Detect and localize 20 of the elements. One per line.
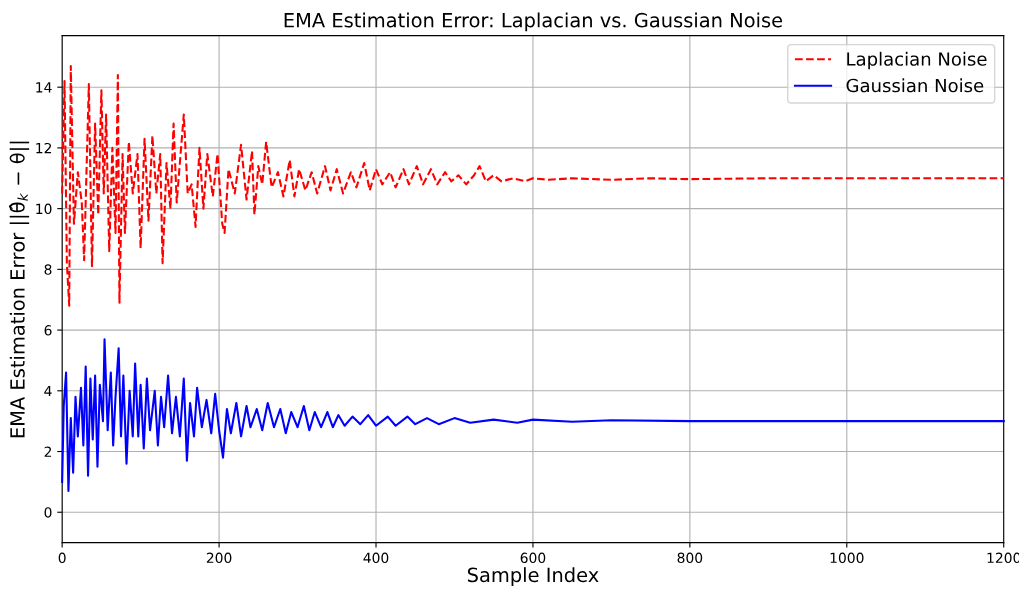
x-tick-label: 1000 [830,552,864,564]
legend-label: Laplacian Noise [847,51,987,70]
y-tick-label: 10 [36,203,52,215]
x-tick-label: 200 [206,552,232,564]
y-tick-label: 6 [44,325,52,336]
line-series [61,338,1005,493]
legend-label: Gaussian Noise [846,78,984,93]
y-tick-label: 4 [44,385,52,397]
chart-title: EMA Estimation Error: Laplacian vs. Gaussian Noise [284,12,783,32]
y-tick-label: 12 [36,142,52,154]
y-tick-label: 8 [44,264,52,275]
y-tick-label: 0 [44,507,52,518]
x-tick-label: 0 [58,552,66,564]
x-axis-title: Sample Index [467,567,599,586]
x-tick-label: 400 [363,552,389,564]
y-tick-label: 2 [44,446,52,457]
y-axis-title: EMA Estimation Error ||θ̂$_{k}$ − θ|| [8,141,30,438]
x-tick-label: 800 [677,552,703,564]
y-tick-label: 14 [36,82,52,93]
x-tick-label: 600 [520,552,546,564]
